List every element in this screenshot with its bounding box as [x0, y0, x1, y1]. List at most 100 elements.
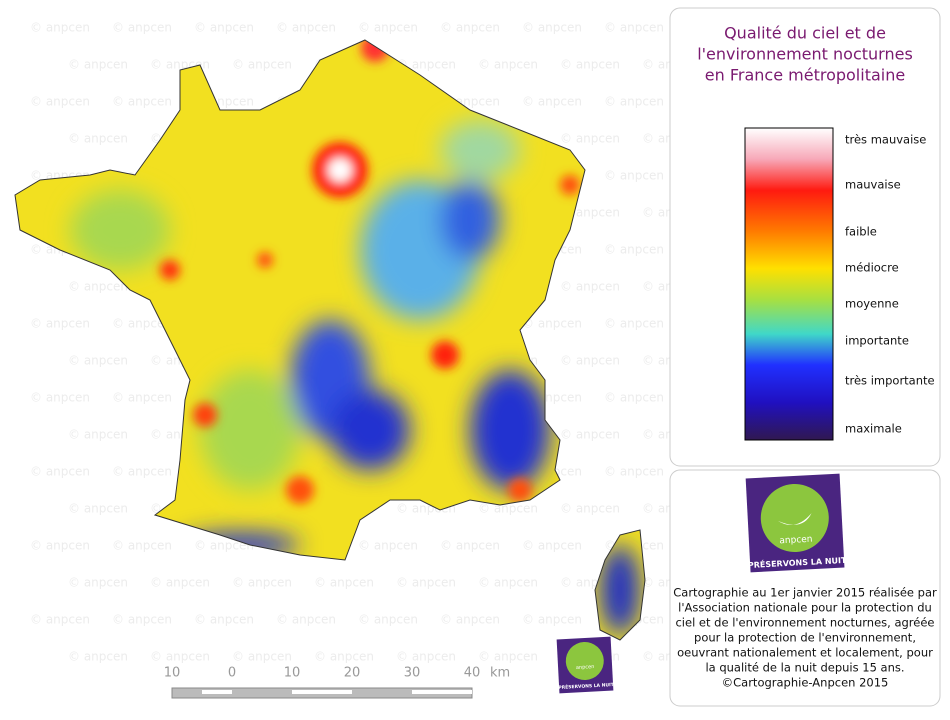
watermark-text: © anpcen: [604, 243, 664, 257]
caption-line: la qualité de la nuit depuis 15 ans.: [705, 661, 904, 675]
watermark-text: © anpcen: [560, 428, 620, 442]
scale-label: 10: [164, 666, 181, 681]
watermark-text: © anpcen: [68, 650, 128, 664]
scale-label: 40: [464, 666, 481, 681]
watermark-text: © anpcen: [150, 650, 210, 664]
watermark-text: © anpcen: [478, 502, 538, 516]
watermark-text: © anpcen: [232, 576, 292, 590]
legend-label: faible: [845, 225, 877, 239]
watermark-text: © anpcen: [522, 21, 582, 35]
watermark-text: © anpcen: [440, 539, 500, 553]
legend-label: très importante: [845, 374, 935, 388]
watermark-text: © anpcen: [604, 317, 664, 331]
watermark-text: © anpcen: [68, 576, 128, 590]
watermark-text: © anpcen: [358, 21, 418, 35]
watermark-text: © anpcen: [560, 132, 620, 146]
title-line: Qualité du ciel et de: [724, 24, 886, 43]
legend-label: très mauvaise: [845, 133, 926, 147]
watermark-text: © anpcen: [30, 317, 90, 331]
watermark-text: © anpcen: [68, 58, 128, 72]
border: [14, 39, 646, 641]
watermark-text: © anpcen: [396, 58, 456, 72]
watermark-text: © anpcen: [560, 58, 620, 72]
caption-line: l'Association nationale pour la protecti…: [678, 601, 932, 615]
watermark-text: © anpcen: [276, 21, 336, 35]
legend-label: mauvaise: [845, 178, 901, 192]
watermark-text: © anpcen: [68, 132, 128, 146]
watermark-text: © anpcen: [604, 169, 664, 183]
watermark-text: © anpcen: [30, 539, 90, 553]
watermark-text: © anpcen: [194, 613, 254, 627]
watermark-text: © anpcen: [396, 650, 456, 664]
watermark-text: © anpcen: [30, 21, 90, 35]
watermark-text: © anpcen: [314, 576, 374, 590]
watermark-text: © anpcen: [30, 465, 90, 479]
scale-label: 10: [284, 666, 301, 681]
scale-label: 20: [344, 666, 361, 681]
watermark-text: © anpcen: [276, 613, 336, 627]
watermark-text: © anpcen: [150, 576, 210, 590]
logo-name: anpcen: [779, 535, 813, 547]
watermark-text: © anpcen: [560, 280, 620, 294]
small-logo: anpcen PRÉSERVONS LA NUIT: [556, 636, 615, 694]
watermark-text: © anpcen: [112, 317, 172, 331]
watermark-text: © anpcen: [440, 613, 500, 627]
watermark-text: © anpcen: [560, 502, 620, 516]
watermark-text: © anpcen: [68, 428, 128, 442]
watermark-text: © anpcen: [68, 280, 128, 294]
legend-label: importante: [845, 334, 909, 348]
small-logo-name: anpcen: [576, 664, 595, 671]
scale-label: 0: [228, 666, 236, 681]
watermark-text: © anpcen: [194, 539, 254, 553]
watermark-text: © anpcen: [112, 21, 172, 35]
watermark-text: © anpcen: [232, 650, 292, 664]
watermark-text: © anpcen: [604, 465, 664, 479]
color-scale: [744, 127, 834, 441]
watermark-text: © anpcen: [478, 58, 538, 72]
watermark-text: © anpcen: [604, 391, 664, 405]
scale-label: 30: [404, 666, 421, 681]
watermark-text: © anpcen: [522, 95, 582, 109]
title-line: en France métropolitaine: [705, 66, 905, 85]
info-panel: [669, 469, 941, 707]
scale-unit: km: [490, 666, 510, 681]
caption-line: Cartographie au 1er janvier 2015 réalisé…: [673, 586, 937, 600]
watermark-text: © anpcen: [68, 502, 128, 516]
caption-line: ciel et de l'environnement nocturnes, ag…: [675, 616, 934, 630]
watermark-text: © anpcen: [358, 539, 418, 553]
caption-line: oeuvrant nationalement et localement, po…: [677, 646, 933, 660]
watermark-text: © anpcen: [358, 613, 418, 627]
watermark-text: © anpcen: [604, 21, 664, 35]
watermark-text: © anpcen: [396, 576, 456, 590]
watermark-text: © anpcen: [30, 95, 90, 109]
caption: Cartographie au 1er janvier 2015 réalisé…: [673, 586, 937, 690]
watermark-text: © anpcen: [112, 95, 172, 109]
legend: très mauvaise mauvaise faible médiocre moyen…: [845, 133, 935, 436]
logo: anpcen PRÉSERVONS LA NUIT: [745, 473, 847, 573]
watermark-text: © anpcen: [112, 465, 172, 479]
watermark-text: © anpcen: [440, 21, 500, 35]
caption-line: pour la protection de l'environnement,: [694, 631, 916, 645]
legend-label: moyenne: [845, 297, 899, 311]
watermark-text: © anpcen: [560, 354, 620, 368]
watermark-text: © anpcen: [112, 539, 172, 553]
watermark-text: © anpcen: [112, 391, 172, 405]
legend-label: maximale: [845, 422, 902, 436]
watermark-text: © anpcen: [522, 317, 582, 331]
legend-label: médiocre: [845, 261, 899, 275]
watermark-text: © anpcen: [194, 21, 254, 35]
watermark-text: © anpcen: [232, 58, 292, 72]
watermark-text: © anpcen: [478, 576, 538, 590]
small-logo-slogan: PRÉSERVONS LA NUIT: [558, 680, 615, 691]
watermark-text: © anpcen: [522, 539, 582, 553]
watermark-text: © anpcen: [522, 613, 582, 627]
watermark-text: © anpcen: [604, 95, 664, 109]
scale-bar: 10 0 10 20 30 40 km: [164, 666, 510, 699]
watermark-text: © anpcen: [68, 354, 128, 368]
watermark-text: © anpcen: [112, 613, 172, 627]
title-line: l'environnement nocturnes: [697, 45, 913, 64]
watermark-text: © anpcen: [478, 650, 538, 664]
watermark-text: © anpcen: [30, 391, 90, 405]
title: Qualité du ciel et de l'environnement noc…: [697, 24, 913, 85]
